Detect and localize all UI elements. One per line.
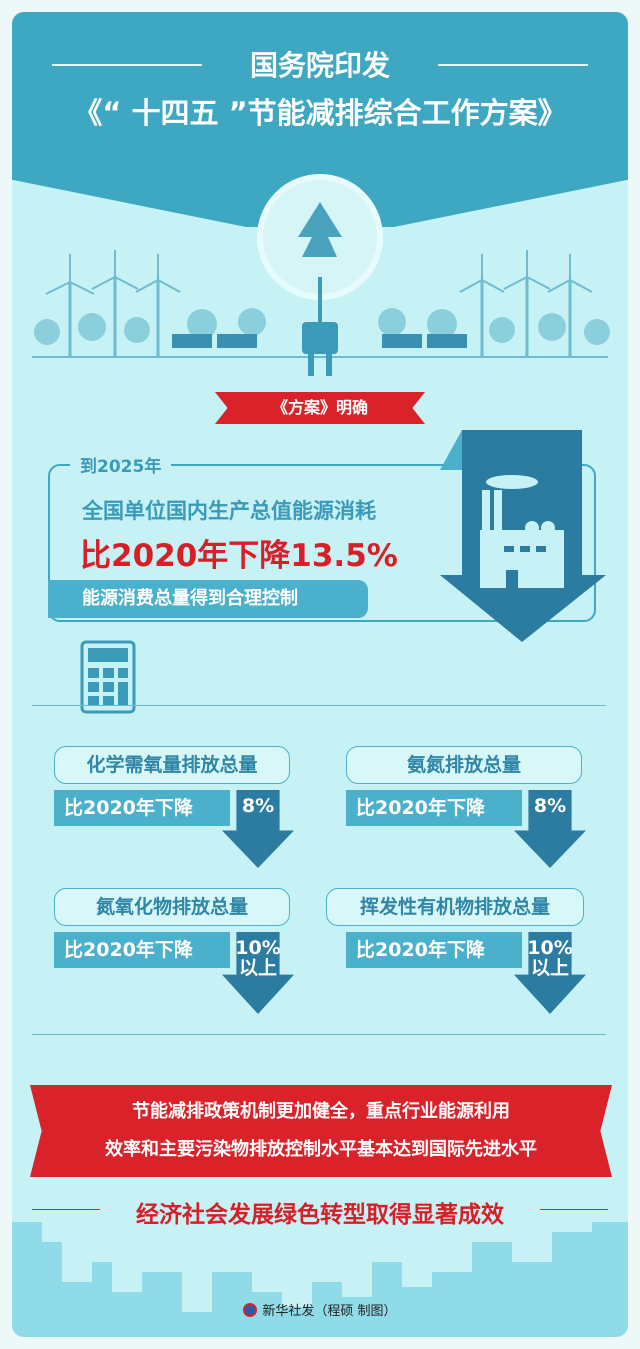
target-box: [48, 464, 596, 622]
scenery-illustration: [32, 174, 610, 376]
divider: [540, 1209, 608, 1210]
item-suffix: 以上: [238, 957, 277, 979]
item-title: 氨氮排放总量: [346, 746, 582, 784]
tree-icon: [34, 308, 610, 345]
target-line1: 全国单位国内生产总值能源消耗: [82, 499, 376, 523]
divider: [32, 1034, 606, 1035]
item-down-arrow: 8%: [514, 790, 586, 868]
item-title: 化学需氧量排放总量: [54, 746, 290, 784]
item-value: 8%: [533, 795, 567, 817]
xinhua-logo-icon: [243, 1303, 258, 1317]
factory-down-arrow-icon: [440, 430, 606, 642]
divider: [438, 64, 588, 66]
credit-text: 新华社发（程硕 制图）: [262, 1304, 397, 1319]
windmill-icon: [45, 250, 593, 357]
infographic: 国务院印发 《“ 十四五 ”节能减排综合工作方案》 《方案》明确 到20: [12, 12, 628, 1337]
item-value: 10%: [235, 937, 281, 959]
city-skyline: [12, 1222, 628, 1337]
calculator-icon: [80, 640, 136, 714]
target-year: 到2025年: [70, 452, 172, 477]
divider: [52, 64, 202, 66]
divider: [32, 1209, 100, 1210]
item-base: 比2020年下降: [54, 932, 230, 968]
item-down-arrow: 8%: [222, 790, 294, 868]
banner-line2: 效率和主要污染物排放控制水平基本达到国际先进水平: [105, 1139, 537, 1160]
divider: [32, 705, 606, 706]
target-line2: 比2020年下降13.5%: [80, 538, 398, 574]
item-title: 氮氧化物排放总量: [54, 888, 290, 926]
item-base: 比2020年下降: [346, 790, 522, 826]
plan-ribbon: 《方案》明确: [215, 392, 425, 424]
footer-credit: 新华社发（程硕 制图）: [12, 1300, 628, 1319]
title-line1: 国务院印发: [249, 49, 390, 82]
item-value: 8%: [241, 795, 275, 817]
target-line3: 能源消费总量得到合理控制: [48, 580, 368, 618]
item-base: 比2020年下降: [346, 932, 522, 968]
slogan: 经济社会发展绿色转型取得显著成效: [136, 1202, 504, 1228]
item-value: 10%: [527, 937, 573, 959]
conclusion-banner: 节能减排政策机制更加健全，重点行业能源利用 效率和主要污染物排放控制水平基本达到…: [30, 1085, 612, 1177]
title-line2: 《“ 十四五 ”节能减排综合工作方案》: [73, 96, 567, 130]
item-title: 挥发性有机物排放总量: [326, 888, 584, 926]
banner-line1: 节能减排政策机制更加健全，重点行业能源利用: [132, 1101, 510, 1122]
item-base: 比2020年下降: [54, 790, 230, 826]
item-suffix: 以上: [530, 957, 569, 979]
item-down-arrow: 10% 以上: [222, 932, 294, 1014]
item-down-arrow: 10% 以上: [514, 932, 586, 1014]
recycle-plug-icon: [257, 174, 383, 376]
solar-panel-icon: [172, 334, 467, 348]
